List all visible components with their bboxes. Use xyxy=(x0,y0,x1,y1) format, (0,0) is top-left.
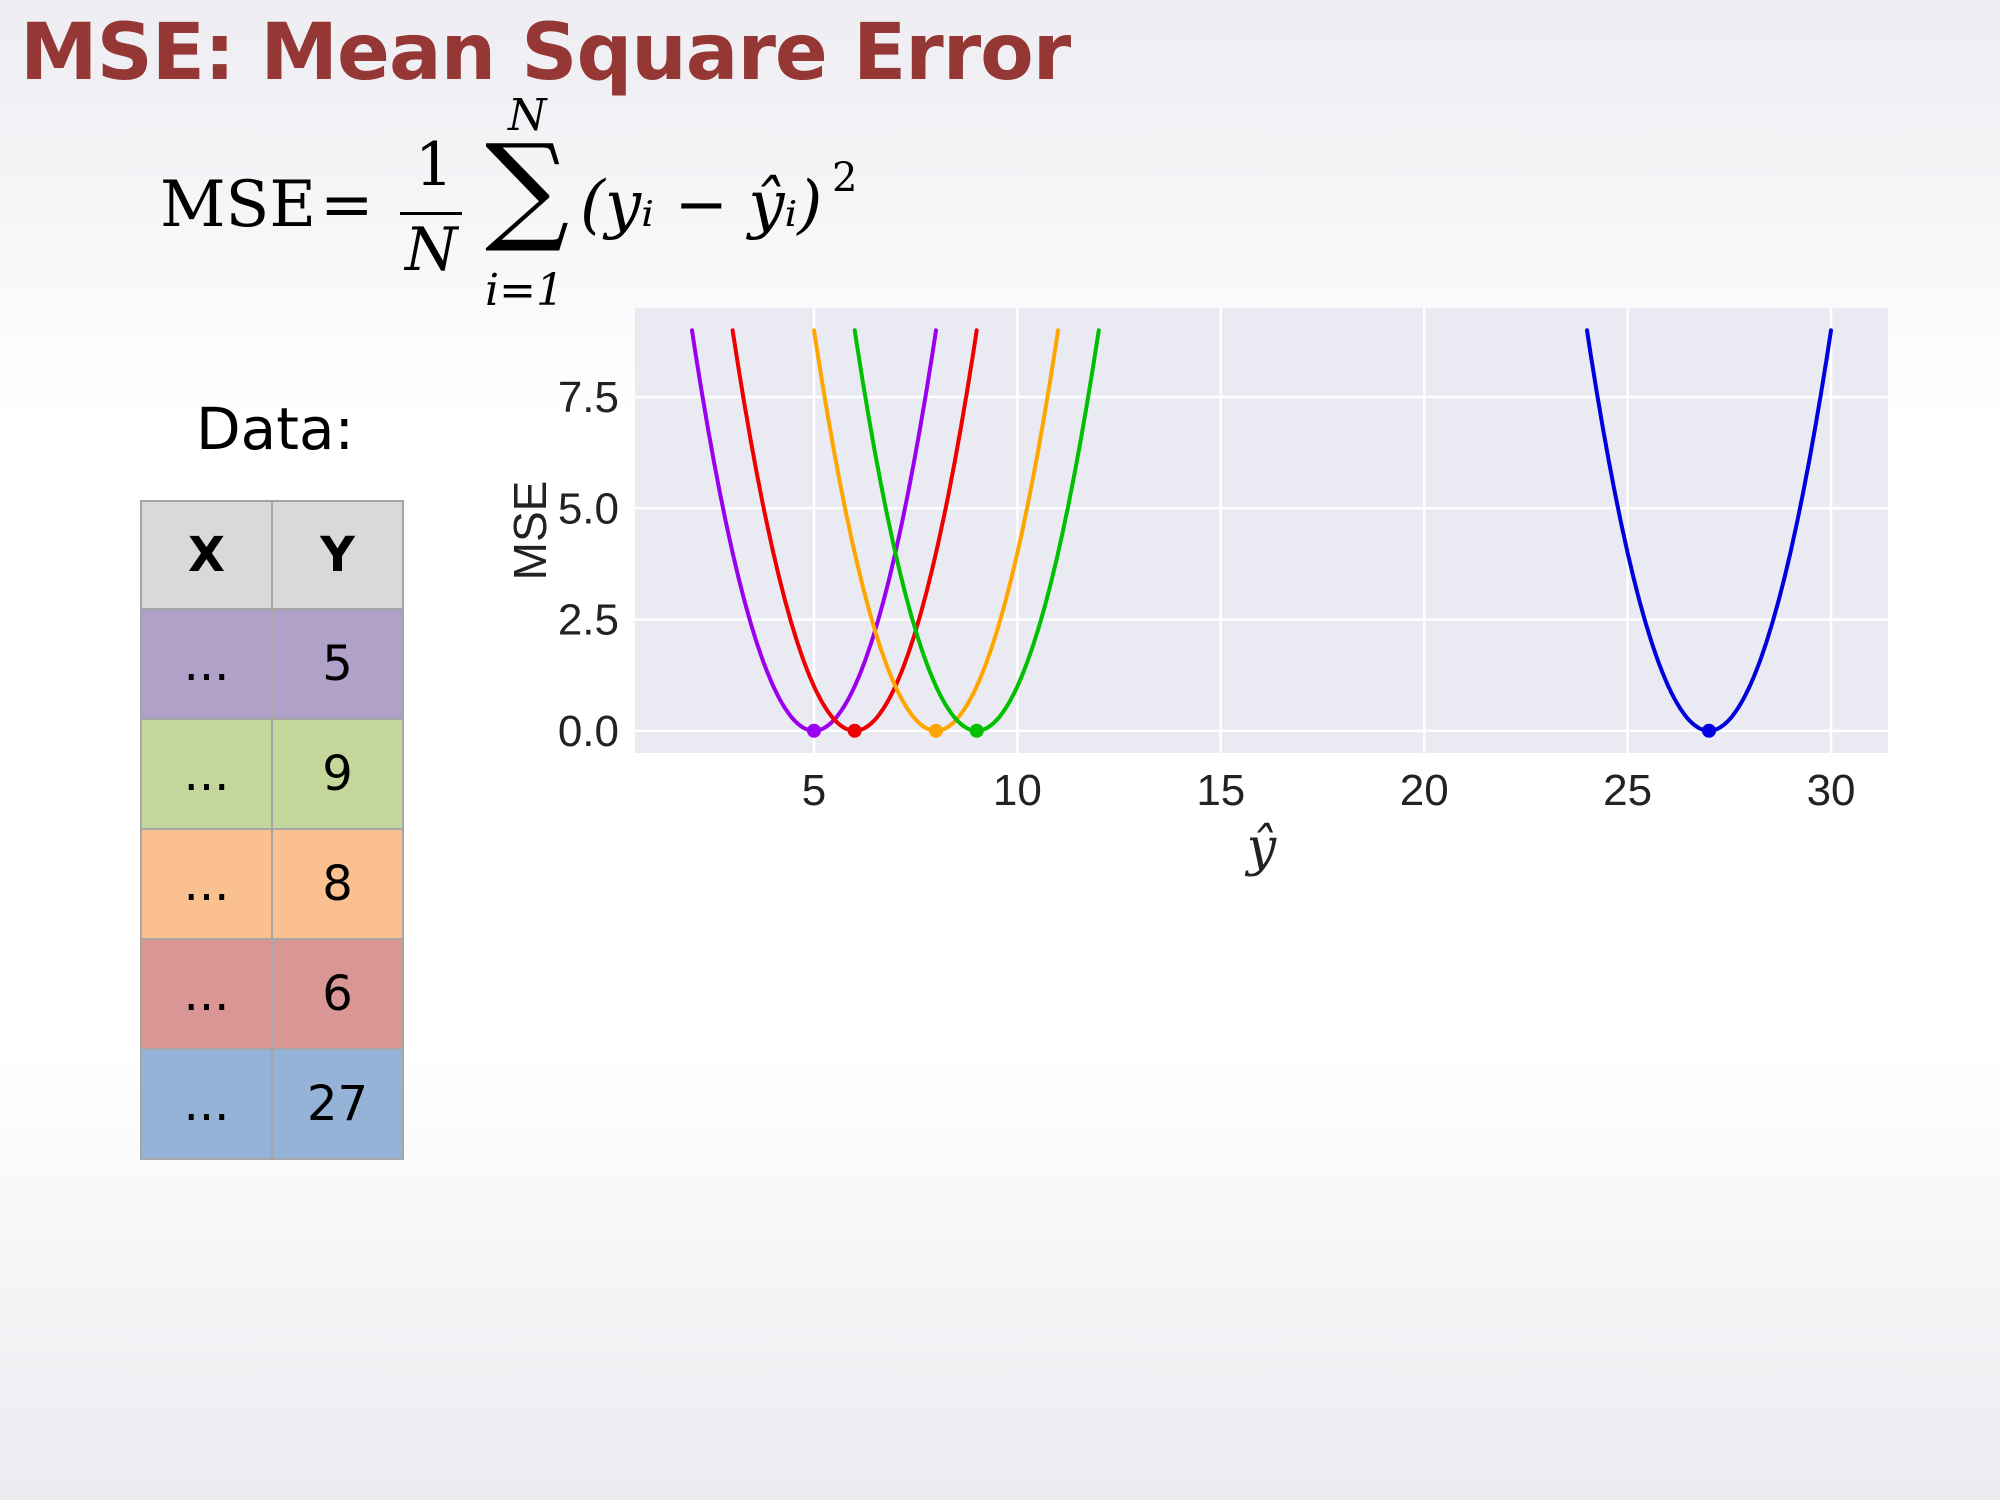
minimum-point-y8 xyxy=(929,723,944,738)
formula-numerator: 1 xyxy=(415,130,454,200)
column-header-x: X xyxy=(140,500,273,610)
x-tick-label: 15 xyxy=(1196,766,1245,815)
table-row: ... 27 xyxy=(140,1048,404,1160)
x-axis-label: ŷ xyxy=(1245,818,1277,878)
plot-background xyxy=(635,308,1888,753)
x-tick-label: 10 xyxy=(993,766,1042,815)
table-row: ... 8 xyxy=(140,828,404,940)
minimum-point-y5 xyxy=(807,723,821,738)
x-tick-label: 20 xyxy=(1400,766,1449,815)
table-row: ... 5 xyxy=(140,608,404,720)
table-cell-x: ... xyxy=(140,938,273,1050)
table-cell-x: ... xyxy=(140,608,273,720)
table-cell-y: 8 xyxy=(271,828,404,940)
x-tick-label: 30 xyxy=(1807,766,1856,815)
sum-symbol: ∑ xyxy=(485,118,570,256)
table-cell-x: ... xyxy=(140,718,273,830)
mse-curves xyxy=(690,328,1833,738)
formula-lhs: MSE xyxy=(160,168,317,242)
table-row: ... 6 xyxy=(140,938,404,1050)
formula-denominator: N xyxy=(405,215,458,285)
sum-upper-limit: N xyxy=(508,90,547,141)
table-cell-y: 27 xyxy=(271,1048,404,1160)
sum-lower-limit: i=1 xyxy=(485,265,564,316)
slide-title: MSE: Mean Square Error xyxy=(20,8,1071,98)
table-cell-y: 5 xyxy=(271,608,404,720)
column-header-y: Y xyxy=(271,500,404,610)
y-tick-label: 2.5 xyxy=(558,596,619,645)
table-cell-y: 9 xyxy=(271,718,404,830)
y-tick-label: 0.0 xyxy=(558,707,619,756)
minimum-point-y6 xyxy=(847,723,862,738)
y-axis-label: MSE xyxy=(504,481,556,581)
formula-equals: = xyxy=(320,168,374,242)
formula-summand: (yᵢ − ŷᵢ) xyxy=(580,168,823,242)
minimum-point-y27 xyxy=(1702,723,1716,738)
mse-chart: 5 10 15 20 25 30 0.0 2.5 5.0 7.5 ŷ MSE xyxy=(504,308,1888,878)
table-cell-y: 6 xyxy=(271,938,404,1050)
data-label: Data: xyxy=(196,395,355,463)
table-row: ... 9 xyxy=(140,718,404,830)
x-tick-label: 5 xyxy=(802,766,826,815)
x-tick-label: 25 xyxy=(1603,766,1652,815)
data-table: X Y ... 5... 9... 8... 6... 27 xyxy=(140,500,404,1160)
minimum-point-y9 xyxy=(969,723,984,738)
formula-exponent: 2 xyxy=(832,155,858,201)
mse-formula: MSE = 1 N N ∑ i=1 (yᵢ − ŷᵢ) 2 xyxy=(150,90,870,320)
table-cell-x: ... xyxy=(140,828,273,940)
fraction-bar xyxy=(400,212,462,215)
tick-labels: 5 10 15 20 25 30 0.0 2.5 5.0 7.5 xyxy=(558,373,1856,815)
table-header-row: X Y xyxy=(140,500,404,610)
table-cell-x: ... xyxy=(140,1048,273,1160)
y-tick-label: 5.0 xyxy=(558,484,619,533)
y-tick-label: 7.5 xyxy=(558,373,619,422)
